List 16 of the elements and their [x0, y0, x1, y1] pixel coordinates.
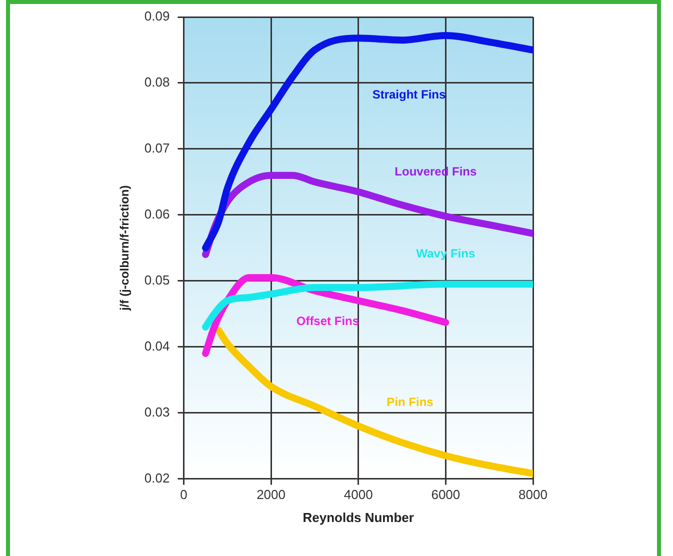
x-axis-title: Reynolds Number [302, 510, 414, 525]
x-tick-label: 6000 [431, 487, 460, 502]
y-axis-title: j/f (j-colburn/f-friction) [118, 185, 132, 312]
y-tick-label: 0.05 [144, 272, 170, 288]
y-tick-label: 0.06 [144, 206, 170, 222]
x-tick-label: 8000 [518, 487, 548, 502]
y-tick-label: 0.04 [144, 338, 170, 354]
x-tick-label: 0 [180, 487, 188, 502]
y-tick-label: 0.08 [144, 74, 170, 90]
y-tick-label: 0.07 [144, 140, 170, 156]
y-tick-label: 0.09 [144, 8, 170, 24]
y-tick-label: 0.03 [144, 404, 170, 420]
y-tick-label: 0.02 [144, 470, 170, 486]
x-tick-label: 4000 [344, 487, 373, 502]
text: Pin Fins [386, 394, 434, 409]
x-tick-label: 2000 [256, 487, 286, 502]
